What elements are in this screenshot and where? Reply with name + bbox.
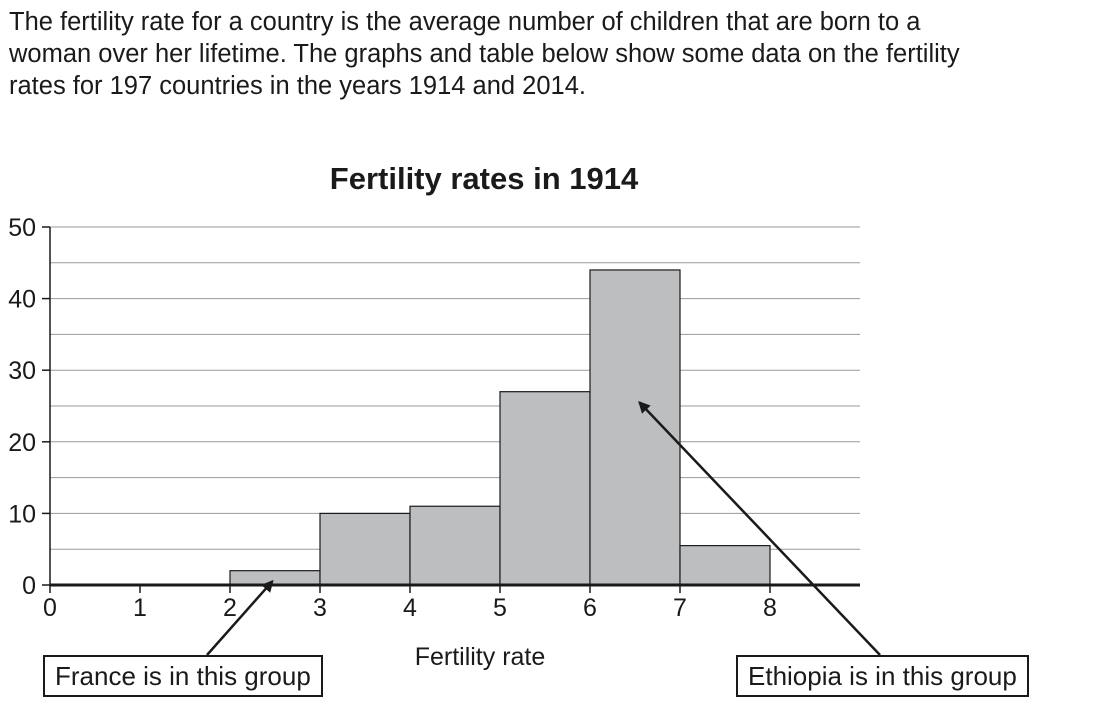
annotation-arrows bbox=[206, 400, 881, 656]
bar-3-4 bbox=[319, 512, 411, 586]
x-axis-label: Fertility rate bbox=[415, 643, 546, 671]
x-tick-label-1: 1 bbox=[133, 594, 147, 622]
ethiopia-annotation-text: Ethiopia is in this group bbox=[748, 661, 1017, 691]
intro-line-1: The fertility rate for a country is the … bbox=[9, 8, 921, 36]
x-tick-label-5: 5 bbox=[493, 594, 507, 622]
bar-7-8 bbox=[679, 545, 771, 586]
x-tick-label-7: 7 bbox=[673, 594, 687, 622]
bars bbox=[229, 269, 771, 586]
france-annotation-box: France is in this group bbox=[43, 655, 323, 697]
ethiopia-annotation-box: Ethiopia is in this group bbox=[736, 655, 1029, 697]
ethiopia-arrow bbox=[638, 400, 881, 656]
x-tick-label-2: 2 bbox=[223, 594, 237, 622]
y-tick-label-50: 50 bbox=[8, 214, 36, 242]
x-tick-label-4: 4 bbox=[403, 594, 417, 622]
x-tick-label-6: 6 bbox=[583, 594, 597, 622]
france-arrow bbox=[206, 579, 274, 656]
bar-5-6 bbox=[499, 391, 591, 586]
bar-4-5 bbox=[409, 505, 501, 586]
y-tick-label-10: 10 bbox=[8, 500, 36, 528]
bar-2-3 bbox=[229, 570, 321, 586]
x-tick-label-0: 0 bbox=[43, 594, 57, 622]
intro-line-3: rates for 197 countries in the years 191… bbox=[9, 72, 586, 100]
axes bbox=[42, 226, 860, 593]
y-tick-label-0: 0 bbox=[22, 572, 36, 600]
y-tick-labels: 0 10 20 30 40 50 bbox=[8, 214, 36, 600]
y-tick-label-20: 20 bbox=[8, 429, 36, 457]
y-tick-label-30: 30 bbox=[8, 357, 36, 385]
intro-line-2: woman over her lifetime. The graphs and … bbox=[9, 40, 960, 68]
bar-6-7 bbox=[589, 269, 681, 586]
gridlines bbox=[50, 226, 860, 550]
x-tick-label-8: 8 bbox=[763, 594, 777, 622]
x-tick-label-3: 3 bbox=[313, 594, 327, 622]
x-tick-labels: 0 1 2 3 4 5 6 7 8 bbox=[43, 594, 777, 622]
y-tick-label-40: 40 bbox=[8, 286, 36, 314]
chart-title: Fertility rates in 1914 bbox=[330, 161, 639, 196]
france-annotation-text: France is in this group bbox=[55, 661, 311, 691]
intro-paragraph: The fertility rate for a country is the … bbox=[9, 6, 1109, 102]
